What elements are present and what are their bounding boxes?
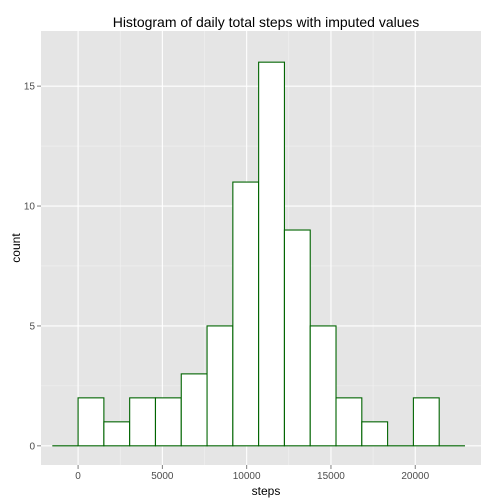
histogram-bar bbox=[258, 61, 285, 447]
x-axis-ticks: 0 5000 10000 15000 20000 bbox=[75, 465, 430, 482]
histogram-bar bbox=[412, 397, 440, 447]
y-axis-title: count bbox=[9, 233, 23, 263]
histogram-bars bbox=[52, 61, 465, 447]
histogram-bar bbox=[206, 325, 234, 447]
y-tick-label: 5 bbox=[29, 321, 35, 332]
histogram-bar bbox=[129, 397, 157, 447]
x-tick-label: 0 bbox=[75, 471, 81, 482]
histogram-bar bbox=[103, 421, 131, 447]
y-axis-ticks: 0 5 10 15 bbox=[24, 82, 41, 452]
histogram-bar bbox=[283, 229, 311, 447]
histogram-bar bbox=[180, 373, 208, 447]
y-tick-label: 10 bbox=[24, 202, 36, 213]
histogram-bar bbox=[361, 421, 389, 447]
histogram-bar bbox=[335, 397, 363, 447]
chart-title: Histogram of daily total steps with impu… bbox=[113, 14, 420, 30]
histogram-bar bbox=[77, 397, 105, 447]
y-tick-label: 0 bbox=[29, 441, 35, 452]
histogram-bar bbox=[232, 181, 260, 447]
x-tick-label: 15000 bbox=[317, 471, 345, 482]
x-tick-label: 5000 bbox=[151, 471, 174, 482]
y-tick-label: 15 bbox=[24, 82, 36, 93]
x-axis-title: steps bbox=[252, 484, 281, 498]
x-tick-label: 10000 bbox=[233, 471, 261, 482]
histogram-bar bbox=[309, 325, 337, 447]
histogram-bar bbox=[154, 397, 182, 447]
x-tick-label: 20000 bbox=[401, 471, 429, 482]
